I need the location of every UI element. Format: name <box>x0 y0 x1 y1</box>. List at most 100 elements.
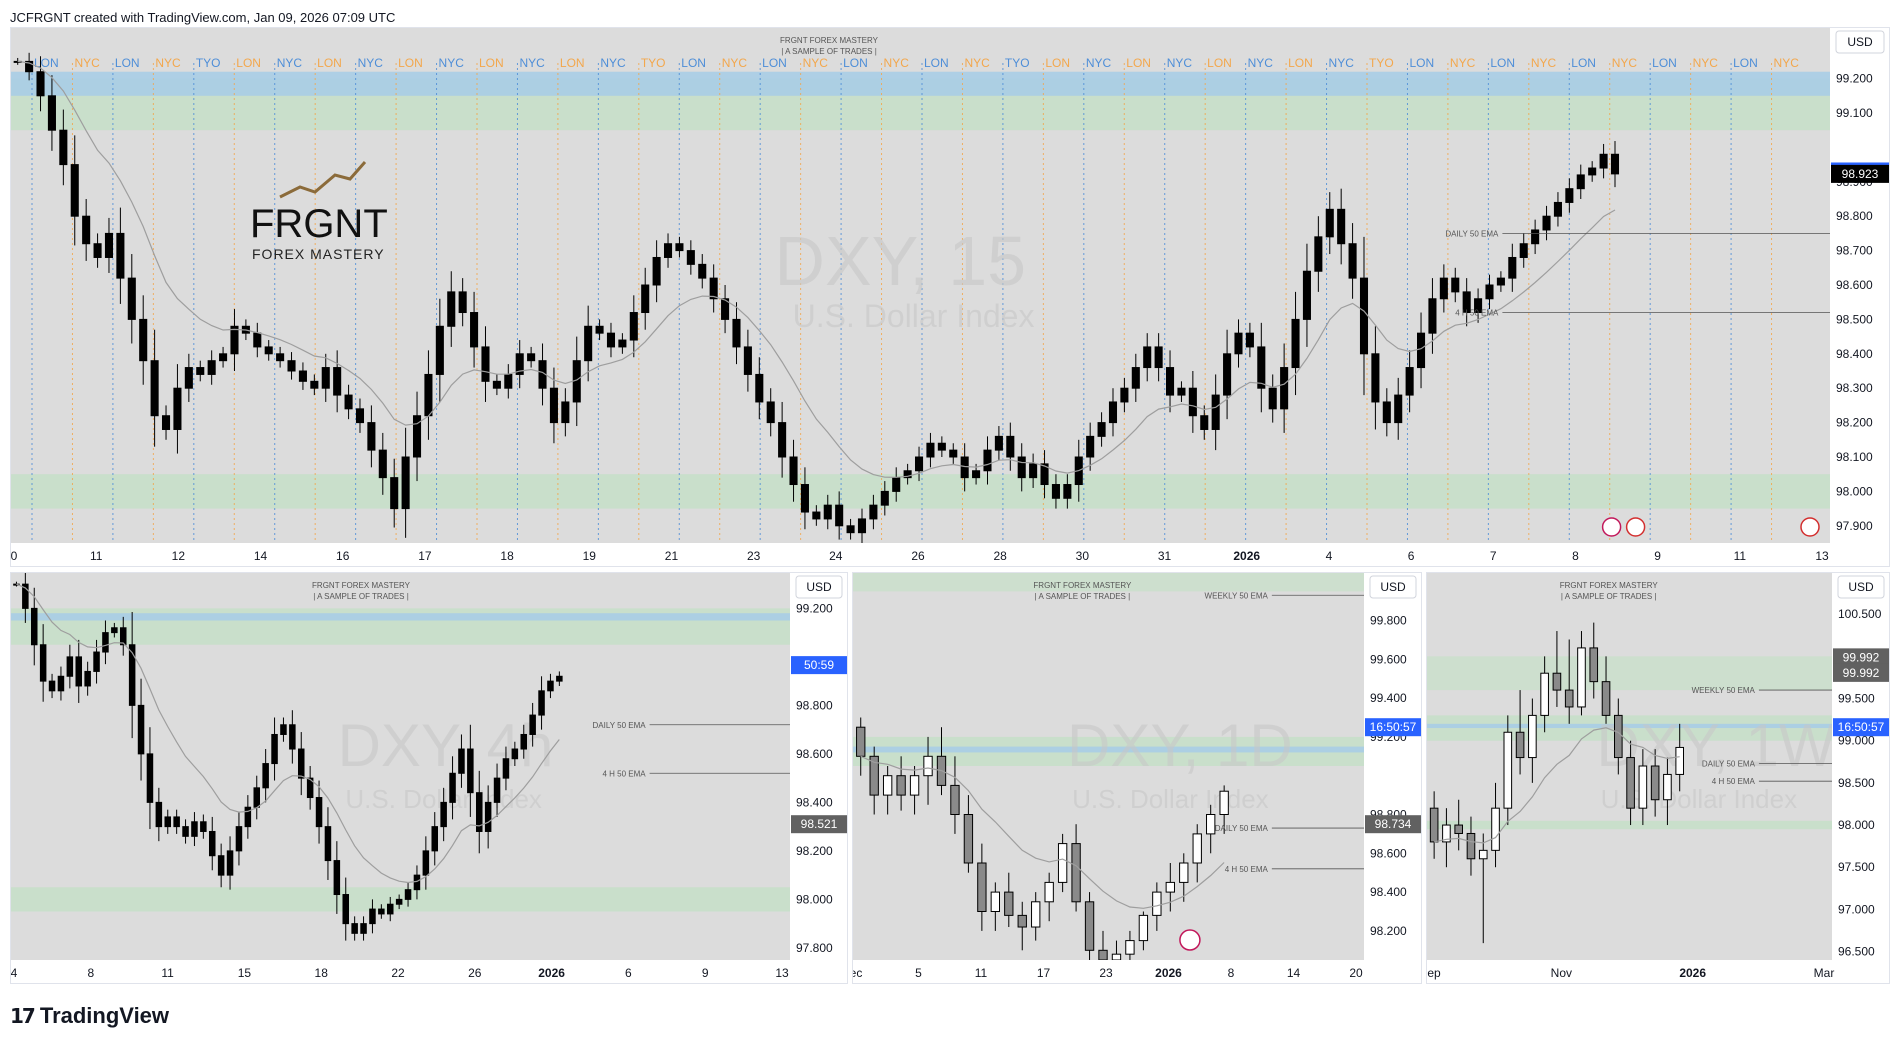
candle <box>1417 312 1426 389</box>
candle-body <box>164 816 172 828</box>
currency-button[interactable] <box>795 575 843 599</box>
candle-body <box>1211 394 1220 430</box>
x-tick-label: 11 <box>1734 549 1747 563</box>
x-axis <box>10 960 848 984</box>
candle-body <box>1371 353 1380 403</box>
candle <box>264 340 273 361</box>
candle-body <box>1165 881 1175 893</box>
y-tick-label: 98.000 <box>1838 818 1875 832</box>
candle-body <box>652 256 661 286</box>
candle-body <box>1125 940 1135 955</box>
us-flag-icon <box>1800 517 1820 537</box>
candle-body <box>306 777 314 799</box>
chart-panel-4h[interactable]: DXY, 4h U.S. Dollar Index FRGNT FOREX MAST… <box>10 572 848 984</box>
candle <box>164 809 172 834</box>
chart-panel-1d[interactable]: DXY, 1D U.S. Dollar Index FRGNT FOREX MAST… <box>852 572 1422 984</box>
candle <box>219 346 228 368</box>
candle <box>923 736 933 805</box>
candle-body <box>1589 647 1599 683</box>
tradingview-footer[interactable]: 17 TradingView <box>10 1003 169 1029</box>
candle-body <box>1177 387 1186 396</box>
y-tick-label: 98.300 <box>1836 381 1873 395</box>
candle <box>139 295 148 385</box>
candle <box>1337 188 1346 265</box>
candle-body <box>84 670 91 687</box>
candle-body <box>137 704 145 755</box>
y-tick-label: 98.000 <box>796 892 833 906</box>
candle <box>1004 872 1014 928</box>
candle <box>977 843 987 931</box>
candle <box>440 787 447 842</box>
candle <box>333 841 341 914</box>
annotation-label: DAILY 50 EMA <box>593 721 647 730</box>
candle-body <box>386 903 394 915</box>
candle <box>520 724 528 759</box>
candle-body <box>395 898 403 905</box>
candle-body <box>333 367 342 396</box>
candle-body <box>467 748 474 794</box>
candle <box>404 882 412 907</box>
candle <box>880 481 889 516</box>
candle-body <box>1084 901 1095 951</box>
candle <box>990 882 1001 931</box>
candle-body <box>262 763 269 789</box>
candle <box>344 384 353 420</box>
y-tick-label: 99.400 <box>1370 691 1407 705</box>
candle <box>937 436 946 457</box>
x-tick-label: 9 <box>1654 549 1661 563</box>
x-tick-label: Sep <box>1426 966 1441 980</box>
x-tick-label: 19 <box>583 549 597 563</box>
candle <box>484 785 492 849</box>
x-tick-label: 31 <box>1158 549 1172 563</box>
logo-arrow-icon <box>279 161 367 199</box>
panel-border <box>852 572 1422 984</box>
candle-body <box>173 387 182 430</box>
currency-button[interactable] <box>1369 575 1417 599</box>
y-tick-label: 97.500 <box>1838 860 1875 874</box>
y-tick-label: 98.200 <box>1836 416 1873 430</box>
chart-panel-15m[interactable]: LON NYC LON NYC TYO LON NYC LON NYC LON NYC LON NYC L… <box>10 27 1890 567</box>
y-tick-label: 98.100 <box>1836 450 1873 464</box>
y-axis <box>790 572 848 984</box>
candle-body <box>173 816 180 828</box>
y-tick-label: 98.200 <box>796 844 833 858</box>
chart-panel-1w[interactable]: DXY, 1W U.S. Dollar Index FRGNT FOREX MAST… <box>1426 572 1890 984</box>
candle <box>1057 833 1068 893</box>
currency-button[interactable] <box>1835 30 1885 54</box>
candle <box>963 795 974 873</box>
candle-body <box>119 627 127 646</box>
currency-button[interactable] <box>1837 575 1885 599</box>
session-label: LON <box>1733 56 1758 70</box>
candle <box>1177 381 1186 402</box>
x-tick-label: 23 <box>747 549 761 563</box>
candle-body <box>287 360 296 372</box>
candle-body <box>1508 256 1517 279</box>
candle-body <box>1576 174 1585 190</box>
candle-body <box>595 325 604 334</box>
candle <box>547 673 554 699</box>
candle-body <box>529 714 536 735</box>
candle-body <box>271 733 278 765</box>
price-label: 50:59 <box>804 658 834 672</box>
candle-body <box>360 923 367 934</box>
candle <box>395 894 403 910</box>
candle-body <box>59 129 68 166</box>
candle <box>1576 164 1585 199</box>
candle <box>606 322 616 358</box>
candle-body <box>412 415 422 458</box>
x-tick-label: 2026 <box>1155 966 1182 980</box>
candle-body <box>1503 731 1513 809</box>
candle <box>217 843 225 888</box>
candle-body <box>226 850 234 876</box>
candle-body <box>686 250 695 265</box>
candle <box>732 302 741 365</box>
candle-body <box>732 318 741 348</box>
x-tick-label: 11 <box>90 549 103 563</box>
x-tick-label: 6 <box>1408 549 1415 563</box>
candle-body <box>111 627 118 634</box>
candle-body <box>1577 647 1586 708</box>
candle <box>1219 785 1229 834</box>
candle <box>297 732 305 796</box>
candle-body <box>547 680 554 692</box>
candle-body <box>896 775 906 796</box>
